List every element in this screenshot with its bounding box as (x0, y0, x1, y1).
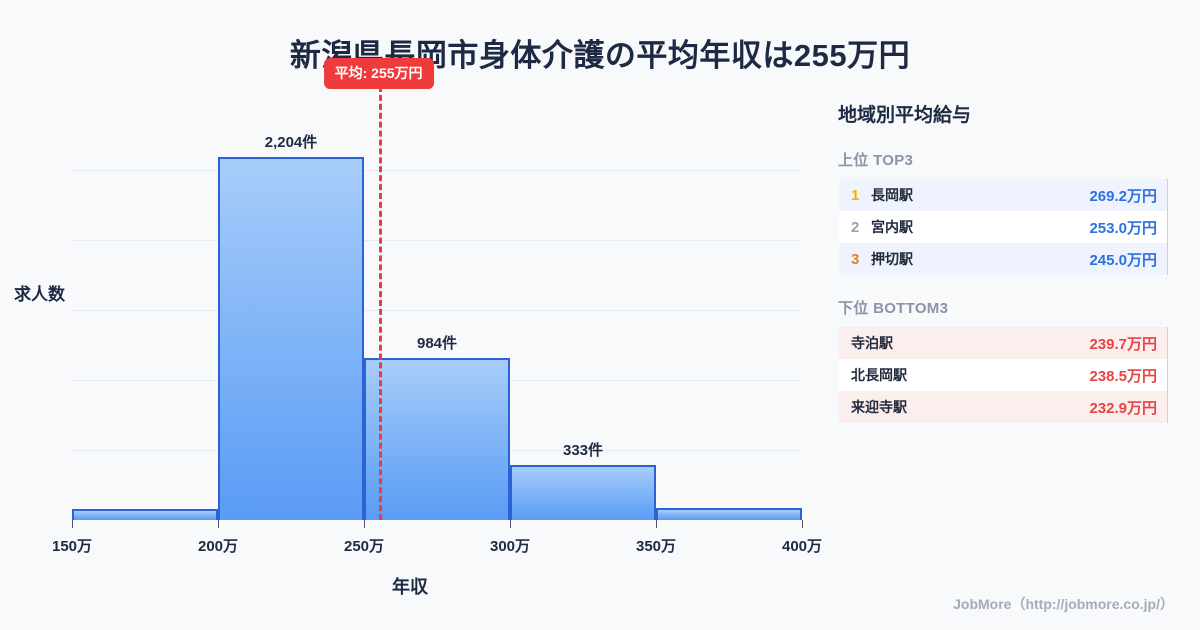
x-axis-tick (72, 520, 73, 528)
station-salary: 269.2万円 (1089, 187, 1157, 205)
top3-heading: 上位 TOP3 (838, 152, 914, 169)
x-axis-tick-label: 200万 (197, 538, 239, 555)
bar-value-label: 984件 (416, 334, 458, 352)
station-name: 宮内駅 (871, 219, 913, 235)
bar-value-label: 333件 (562, 442, 604, 460)
gridline (72, 310, 802, 311)
histogram-bar (656, 508, 802, 520)
bar-value-label: 2,204件 (264, 133, 318, 151)
rank-number: 2 (851, 218, 860, 236)
average-line (378, 86, 382, 520)
rank-row: 寺泊駅 239.7万円 (839, 327, 1167, 359)
rank-row: 3 押切駅 245.0万円 (839, 243, 1167, 275)
regional-salary-panel: 地域別平均給与 上位 TOP3 1 長岡駅 269.2万円 2 宮内駅 253.0万円 3 押… (838, 100, 1168, 445)
x-axis-tick (802, 520, 803, 528)
x-axis-tick-label: 250万 (343, 538, 385, 555)
sidebar-title: 地域別平均給与 (838, 105, 972, 126)
histogram-bar (364, 357, 510, 520)
histogram-chart: 求人数 2,204件 984件 333件 150万 200万 250万 300万 350万 40… (0, 58, 822, 555)
station-salary: 232.9万円 (1089, 399, 1157, 417)
gridline (72, 170, 802, 171)
x-axis-tick-label: 350万 (635, 538, 677, 555)
rank-row: 来迎寺駅 232.9万円 (839, 391, 1167, 423)
station-salary: 239.7万円 (1089, 335, 1157, 353)
histogram-bar (72, 509, 218, 520)
bottom3-heading: 下位 BOTTOM3 (838, 300, 949, 317)
rank-row: 1 長岡駅 269.2万円 (839, 179, 1167, 211)
y-axis-label: 求人数 (14, 285, 65, 304)
station-salary: 238.5万円 (1089, 367, 1157, 385)
x-axis-label: 年収 (392, 577, 428, 597)
x-axis-tick (218, 520, 219, 528)
page-title: 新潟県長岡市身体介護の平均年収は255万円 (289, 38, 911, 73)
x-axis-tick (656, 520, 657, 528)
x-axis-tick-label: 400万 (781, 538, 823, 555)
x-axis-tick (510, 520, 511, 528)
station-name: 長岡駅 (871, 187, 913, 203)
station-salary: 245.0万円 (1089, 251, 1157, 269)
top3-table: 1 長岡駅 269.2万円 2 宮内駅 253.0万円 3 押切駅 245.0万円 (838, 179, 1168, 275)
average-badge: 平均: 255万円 (323, 58, 434, 89)
rank-row: 北長岡駅 238.5万円 (839, 359, 1167, 391)
x-axis-tick (364, 520, 365, 528)
rank-number: 1 (851, 186, 860, 204)
plot-area: 2,204件 984件 333件 150万 200万 250万 300万 350万 400万 平均… (52, 58, 822, 555)
station-name: 押切駅 (871, 251, 913, 267)
rank-number: 3 (851, 250, 860, 268)
rank-row: 2 宮内駅 253.0万円 (839, 211, 1167, 243)
footer-credit: JobMore（http://jobmore.co.jp/） (953, 596, 1174, 612)
histogram-bar (510, 465, 656, 520)
histogram-bar (218, 157, 364, 520)
bottom3-table: 寺泊駅 239.7万円北長岡駅 238.5万円来迎寺駅 232.9万円 (838, 327, 1168, 423)
station-salary: 253.0万円 (1089, 219, 1157, 237)
station-name: 北長岡駅 (851, 367, 907, 383)
gridline (72, 240, 802, 241)
x-axis-tick-label: 300万 (489, 538, 531, 555)
station-name: 寺泊駅 (851, 335, 893, 351)
x-axis-tick-label: 150万 (51, 538, 93, 555)
station-name: 来迎寺駅 (851, 399, 907, 415)
